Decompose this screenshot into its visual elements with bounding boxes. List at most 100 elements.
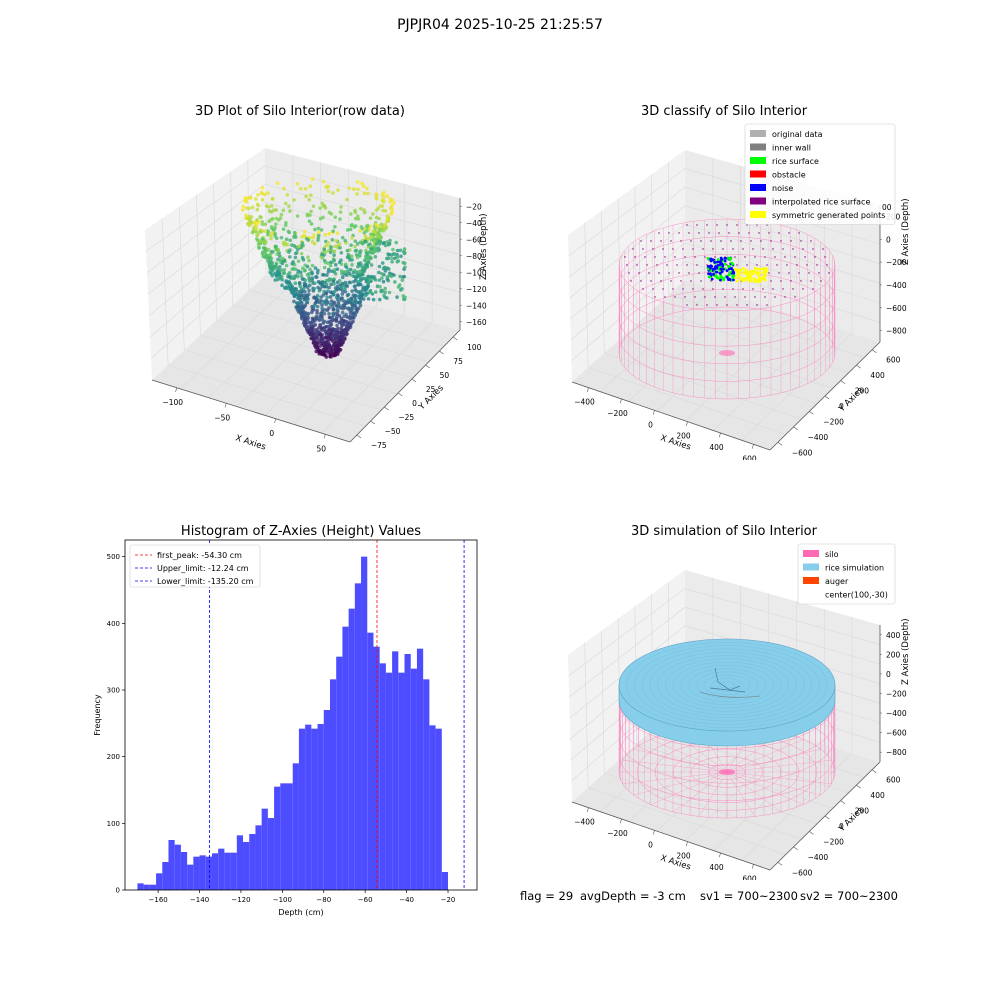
histogram-bar [336,656,343,890]
tick-label: 200 [676,432,691,441]
data-point [332,342,337,347]
silo-floor-spoke [698,771,728,817]
tick-mark [777,862,783,866]
interpolated-point [782,288,784,290]
data-point [316,340,320,344]
data-point [345,248,350,253]
data-point [358,292,363,296]
tick-mark [824,395,830,400]
rice-mesh [672,661,782,709]
data-point [307,219,312,224]
data-point [299,292,304,297]
data-point [297,300,302,305]
data-point [386,256,391,261]
data-point [303,268,307,273]
data-point [312,233,316,237]
symmetric-point [753,277,757,281]
interpolated-point [726,304,728,306]
data-point [380,271,384,276]
interpolated-point [694,256,696,258]
grid-line [634,186,637,324]
data-point [260,251,265,256]
histogram-bar [230,852,237,890]
legend-label: auger [825,577,849,586]
data-point [350,258,354,262]
data-point [244,206,249,210]
tick-label: −120 [466,285,487,294]
histogram-bar [323,710,330,890]
histogram-title: Histogram of Z-Axies (Height) Values [180,524,422,539]
interpolated-point [666,264,668,266]
silo-floor-spoke [622,759,728,773]
silo-floor-spoke [672,771,728,812]
symmetric-point [755,271,759,275]
data-point [269,256,274,261]
data-point [286,229,291,234]
x-tick-label: −100 [273,896,292,904]
grid-line [584,222,589,368]
data-point [288,209,292,213]
interpolated-point [662,288,664,290]
data-point [273,231,278,236]
data-point [284,263,289,268]
data-point [400,278,405,283]
symmetric-point [758,267,762,271]
interpolated-point [736,264,738,266]
interpolated-point [750,240,752,242]
legend-label: Upper_limit: -12.24 cm [157,564,249,573]
data-point [385,194,390,198]
data-point [391,247,395,252]
data-point [335,312,340,317]
data-point [360,272,365,277]
data-point [320,201,325,206]
histogram-legend [129,544,261,588]
data-point [341,338,346,342]
floor-pane [572,700,880,870]
interpolated-point [702,248,704,250]
data-point [372,249,377,253]
tick-mark [384,406,389,411]
grid-line [741,752,853,861]
data-point [356,262,361,266]
data-point [355,192,359,196]
data-point [338,246,342,250]
histogram-bar [156,873,163,890]
data-point [356,283,361,287]
data-point [305,213,310,218]
data-point [393,280,397,284]
tick-label: −400 [808,853,829,862]
tick-mark [686,841,688,846]
y-tick-label: 200 [107,753,120,761]
silo-floor-spoke [622,771,728,785]
data-point [324,291,329,296]
rice-point [719,267,723,271]
legend-swatch [750,197,766,205]
data-point [374,194,379,199]
tick-label: 75 [453,357,463,366]
data-point [312,295,317,299]
data-point [279,235,284,240]
tick-label: −25 [398,413,414,422]
interpolated-point [708,232,710,234]
data-point [268,264,273,269]
data-point [343,286,347,291]
z-axis-label: Z Axies (Depth) [901,198,911,265]
data-point [330,339,335,343]
interpolated-point [668,272,670,274]
symmetric-point [734,276,738,280]
interpolated-point [638,272,640,274]
interpolated-point [768,272,770,274]
interpolated-point [774,256,776,258]
histogram-bar [274,786,281,890]
histogram-bar [429,725,436,890]
data-point [323,260,328,265]
data-point [325,349,330,353]
interpolated-point [714,256,716,258]
auger [709,667,746,693]
data-point [332,249,337,254]
data-point [358,229,362,233]
x-tick-label: −120 [231,896,250,904]
data-point [321,342,326,347]
histogram-bar [423,679,430,890]
data-point [340,271,344,276]
